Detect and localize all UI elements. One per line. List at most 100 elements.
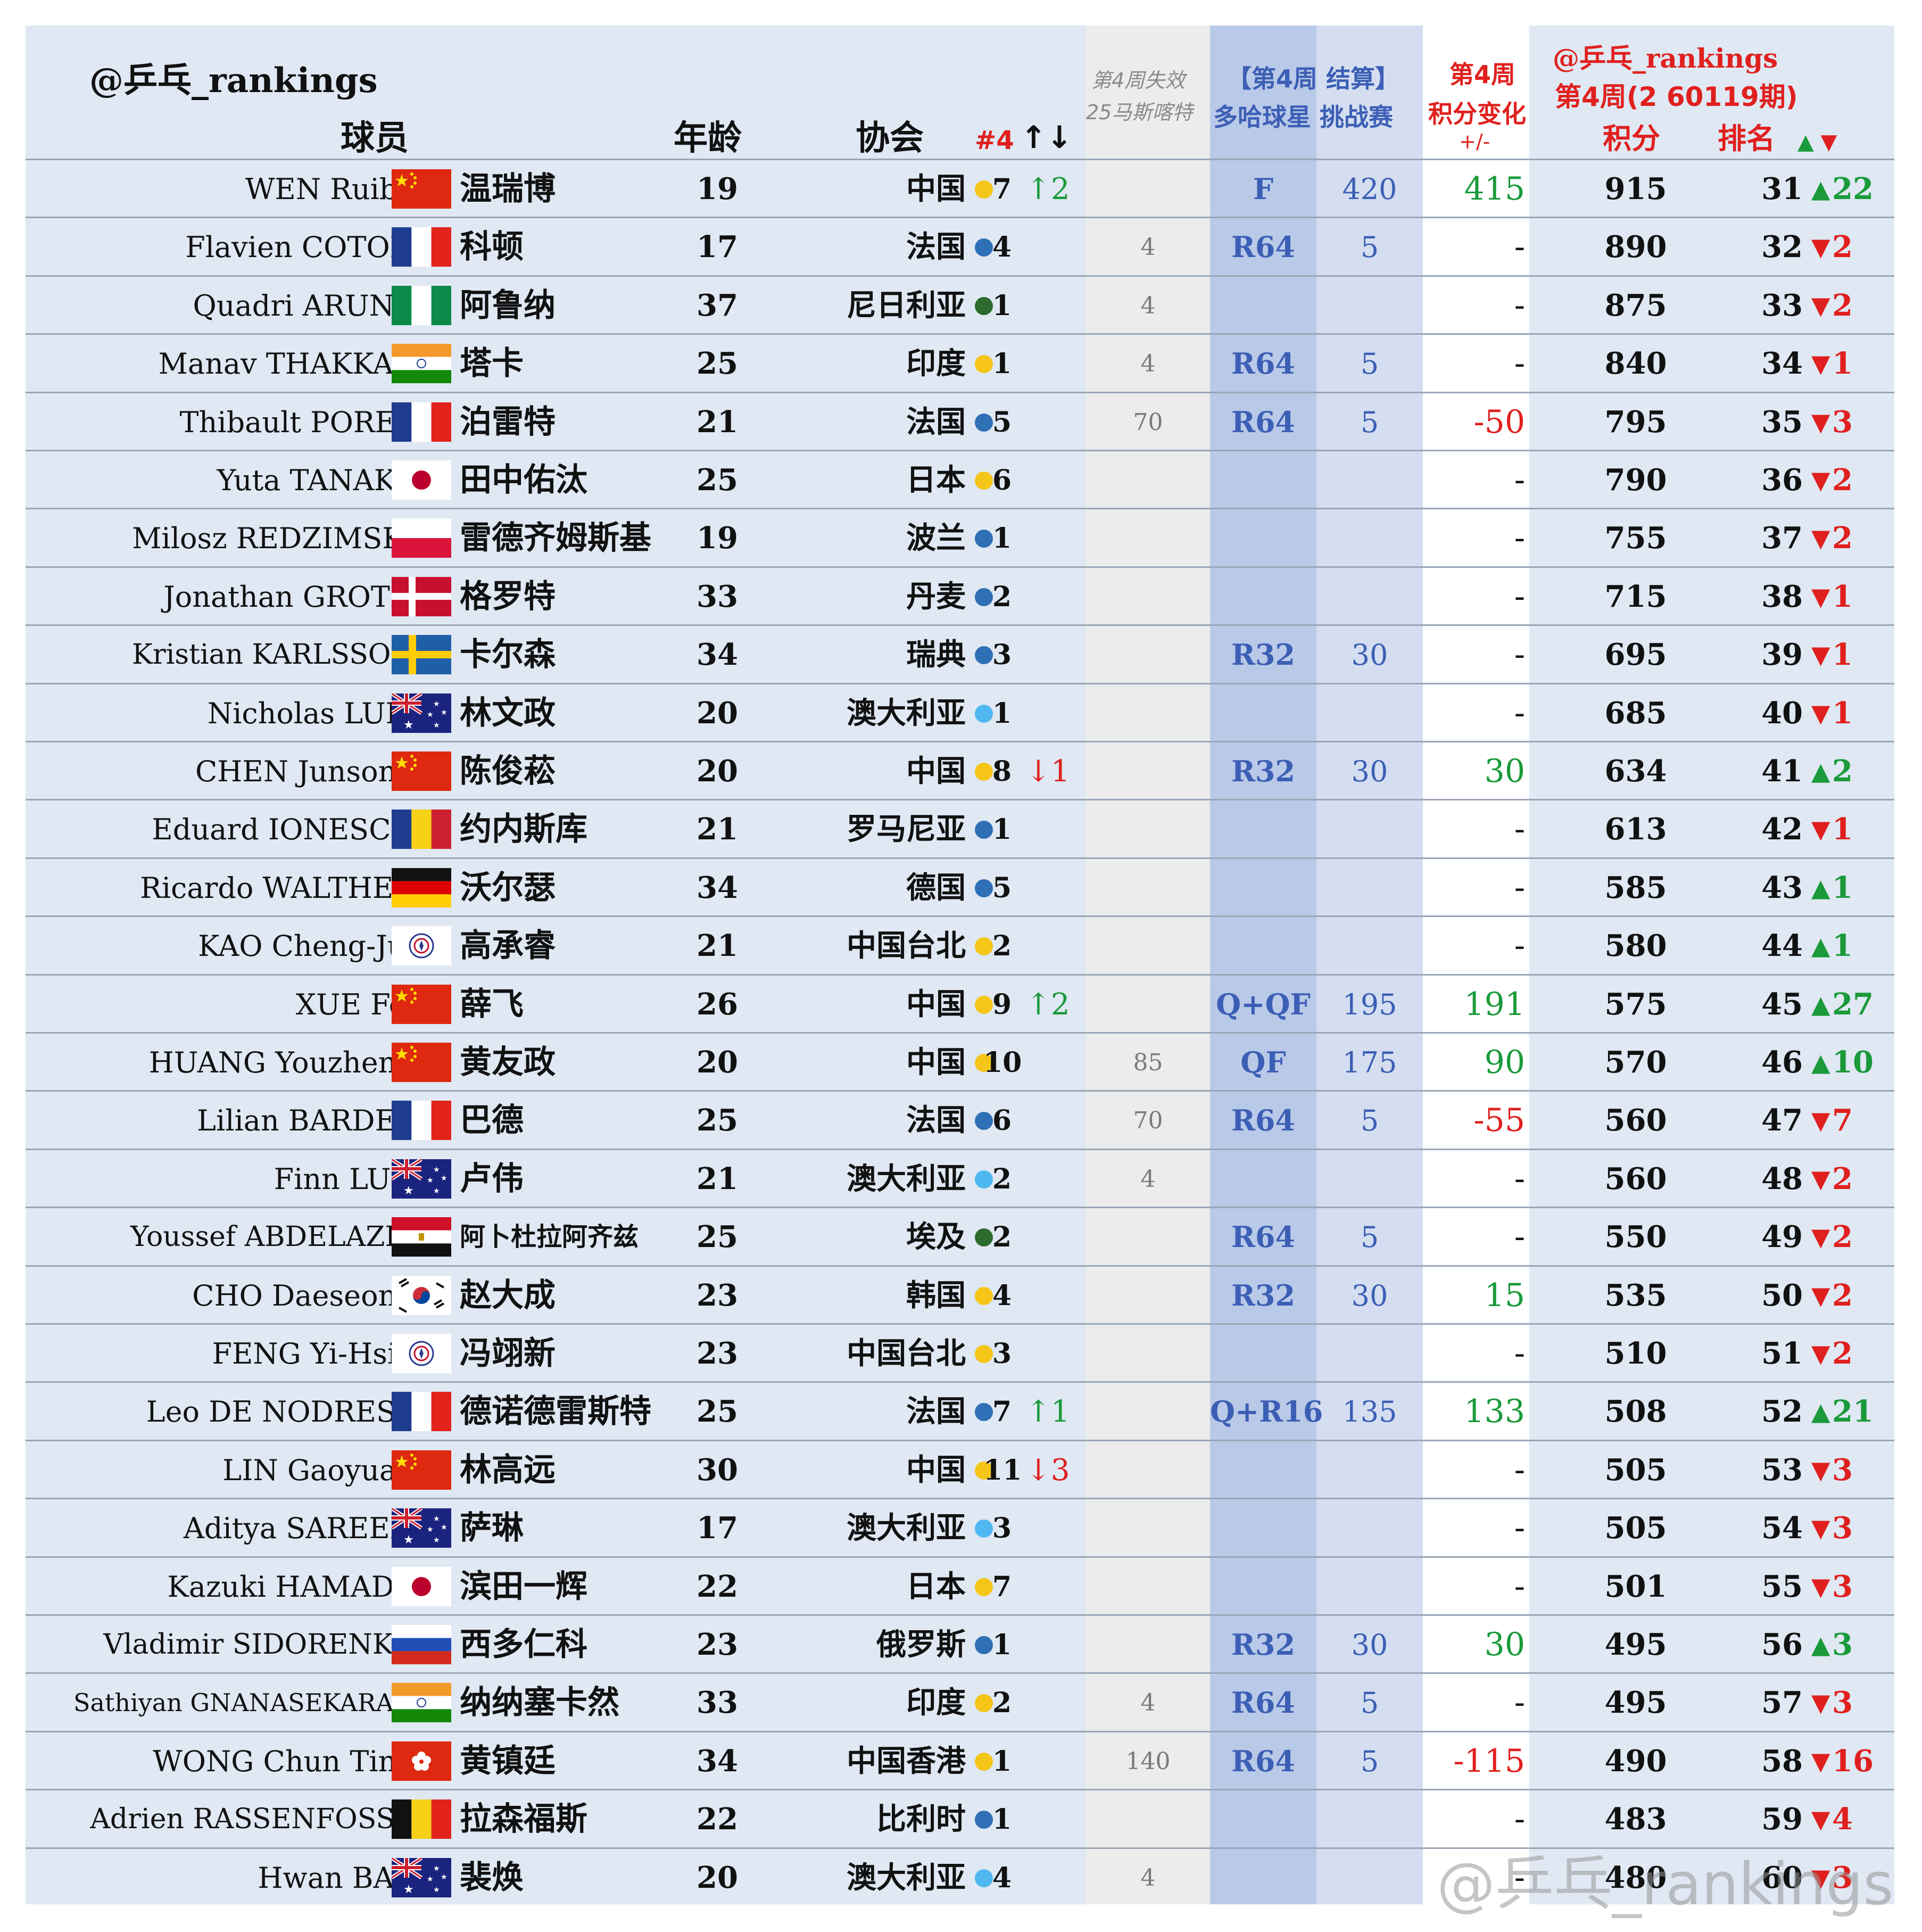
event-result: R32	[1231, 1628, 1296, 1662]
points-change: -	[1514, 1684, 1525, 1722]
national-rank: 4	[992, 231, 1012, 264]
association-dot-icon	[975, 937, 993, 956]
rank-down-arrow-icon: ▼	[1811, 349, 1830, 378]
player-name-en: Kristian KARLSSON	[131, 639, 415, 671]
ranking-points: 585	[1604, 870, 1667, 905]
expiring-points	[1086, 976, 1210, 1034]
national-rank: 5	[992, 871, 1012, 904]
association-dot-icon	[975, 763, 993, 781]
player-name-en: Nicholas LUM	[207, 696, 415, 730]
association-dot-icon	[975, 296, 993, 315]
national-rank: 1	[992, 289, 1012, 322]
svg-text:★: ★	[433, 1536, 440, 1545]
table-row: Vladimir SIDORENKO 西多仁科 23 俄罗斯 1 R32 30 30 495 56…	[26, 1614, 1894, 1674]
player-association: 中国台北	[847, 1336, 966, 1371]
tpe-flag-icon	[392, 1334, 451, 1373]
svg-text:★: ★	[433, 721, 440, 730]
svg-text:★: ★	[403, 1883, 414, 1896]
national-rank: 6	[992, 1104, 1012, 1137]
national-rank: 7	[992, 1396, 1012, 1429]
player-age: 25	[697, 463, 738, 498]
ranking-points: 695	[1604, 637, 1667, 673]
event-points	[1316, 800, 1423, 858]
player-name-en: CHO Daeseong	[192, 1278, 415, 1312]
rank-change: 3	[1832, 1568, 1853, 1604]
expiring-points	[1086, 800, 1210, 858]
event-result	[1210, 568, 1316, 626]
association-dot-icon	[975, 238, 993, 257]
event-result	[1210, 277, 1316, 335]
table-row: FENG Yi-Hsin 冯翊新 23 中国台北 3 - 510 51 ▼ 2	[26, 1323, 1894, 1383]
svg-text:★: ★	[433, 1187, 440, 1195]
event-result: R64	[1231, 1744, 1296, 1778]
event-points: 195	[1342, 987, 1397, 1021]
association-dot-icon	[975, 1286, 993, 1305]
association-dot-icon	[975, 1520, 993, 1538]
player-association: 埃及	[906, 1220, 966, 1255]
world-rank: 60	[1761, 1860, 1803, 1895]
expiring-points	[1086, 917, 1210, 975]
national-rank: 2	[992, 1687, 1012, 1720]
col-header-change-3: +/-	[1459, 130, 1490, 153]
player-association: 罗马尼亚	[847, 812, 966, 847]
fr-flag-icon	[392, 1101, 451, 1141]
player-name-cn: 卡尔森	[460, 636, 556, 674]
ranking-points: 790	[1604, 463, 1667, 498]
svg-text:★: ★	[403, 1184, 414, 1198]
points-change: -	[1514, 811, 1525, 848]
points-change: -	[1514, 1451, 1525, 1489]
table-row: WEN Ruibo 温瑞博 19 中国 7 ↑2 F 420 415 915 31 ▲ 22	[26, 159, 1894, 218]
ranking-points: 483	[1604, 1802, 1667, 1837]
expiring-points: 70	[1133, 1107, 1163, 1135]
player-age: 25	[697, 346, 738, 382]
player-name-en: Sathiyan GNANASEKARAN	[73, 1688, 415, 1718]
player-age: 22	[697, 1802, 738, 1837]
expiring-points	[1086, 742, 1210, 800]
ranking-points: 505	[1604, 1452, 1667, 1488]
player-name-en: Ricardo WALTHER	[140, 871, 415, 905]
points-change: -	[1514, 1801, 1525, 1838]
player-name-cn: 塔卡	[460, 345, 524, 383]
world-rank: 52	[1761, 1394, 1803, 1430]
national-rank: 6	[992, 464, 1012, 497]
event-result	[1210, 1150, 1316, 1208]
player-name-cn: 陈俊菘	[460, 753, 556, 790]
player-association: 丹麦	[906, 579, 966, 614]
player-association: 比利时	[876, 1802, 966, 1837]
rank-change: 3	[1832, 404, 1853, 440]
event-points	[1316, 1325, 1423, 1383]
player-age: 21	[697, 404, 738, 440]
event-result	[1210, 1849, 1316, 1907]
national-rank: 1	[992, 697, 1012, 730]
player-association: 中国香港	[847, 1744, 966, 1779]
event-points	[1316, 917, 1423, 975]
table-row: Sathiyan GNANASEKARAN 纳纳塞卡然 33 印度 2 4 R64 5 - 495…	[26, 1672, 1894, 1732]
player-association: 印度	[906, 346, 966, 382]
points-change: -	[1514, 228, 1525, 266]
ru-flag-icon	[392, 1625, 451, 1664]
player-name-cn: 纳纳塞卡然	[460, 1684, 619, 1722]
player-name-en: Lilian BARDET	[197, 1104, 415, 1138]
player-name-en: Vladimir SIDORENKO	[103, 1629, 415, 1661]
table-row: Flavien COTON 科顿 17 法国 4 4 R64 5 - 890 32 ▼ 2	[26, 217, 1894, 276]
rank-down-arrow-icon: ▼	[1811, 582, 1830, 611]
player-name-en: HUANG Youzheng	[148, 1046, 415, 1079]
event-points	[1316, 451, 1423, 509]
player-name-en: Thibault PORET	[179, 405, 415, 439]
svg-text:★: ★	[433, 1166, 440, 1174]
player-name-cn: 滨田一辉	[460, 1567, 587, 1605]
association-dot-icon	[975, 1228, 993, 1247]
ranking-points: 510	[1604, 1336, 1667, 1371]
player-association: 俄罗斯	[876, 1628, 966, 1662]
au-flag-icon: ★ ★ ★ ★ ★	[392, 1857, 451, 1897]
player-association: 中国	[906, 172, 966, 207]
player-association: 德国	[906, 870, 966, 905]
svg-text:★: ★	[441, 708, 448, 717]
player-age: 33	[697, 579, 738, 614]
player-name-en: FENG Yi-Hsin	[212, 1337, 415, 1370]
player-name-cn: 雷德齐姆斯基	[460, 519, 651, 557]
player-name-en: Yuta TANAKA	[217, 464, 415, 497]
player-association: 中国	[906, 1045, 966, 1080]
rank-down-arrow-icon: ▼	[1811, 1688, 1830, 1718]
svg-text:★: ★	[433, 1515, 440, 1523]
